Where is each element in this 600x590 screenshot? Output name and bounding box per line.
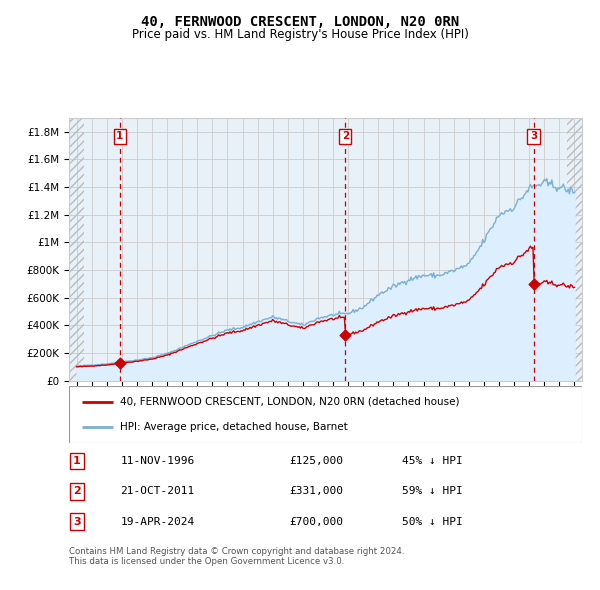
Text: 40, FERNWOOD CRESCENT, LONDON, N20 0RN: 40, FERNWOOD CRESCENT, LONDON, N20 0RN — [141, 15, 459, 29]
Text: 45% ↓ HPI: 45% ↓ HPI — [403, 457, 463, 466]
Point — [340, 330, 350, 339]
Text: £700,000: £700,000 — [290, 517, 344, 526]
Text: 19-APR-2024: 19-APR-2024 — [121, 517, 194, 526]
Text: Contains HM Land Registry data © Crown copyright and database right 2024.
This d: Contains HM Land Registry data © Crown c… — [69, 547, 404, 566]
Text: £331,000: £331,000 — [290, 487, 344, 496]
Text: 1: 1 — [116, 132, 124, 142]
Point — [529, 279, 539, 289]
Text: 3: 3 — [530, 132, 538, 142]
Text: 40, FERNWOOD CRESCENT, LONDON, N20 0RN (detached house): 40, FERNWOOD CRESCENT, LONDON, N20 0RN (… — [121, 396, 460, 407]
Text: 50% ↓ HPI: 50% ↓ HPI — [403, 517, 463, 526]
Text: £125,000: £125,000 — [290, 457, 344, 466]
Text: 2: 2 — [341, 132, 349, 142]
Text: Price paid vs. HM Land Registry's House Price Index (HPI): Price paid vs. HM Land Registry's House … — [131, 28, 469, 41]
Text: 3: 3 — [73, 517, 80, 526]
Point — [115, 359, 125, 368]
Text: 2: 2 — [73, 487, 80, 496]
Text: 59% ↓ HPI: 59% ↓ HPI — [403, 487, 463, 496]
Text: 1: 1 — [73, 457, 80, 466]
Text: 11-NOV-1996: 11-NOV-1996 — [121, 457, 194, 466]
Text: 21-OCT-2011: 21-OCT-2011 — [121, 487, 194, 496]
Text: HPI: Average price, detached house, Barnet: HPI: Average price, detached house, Barn… — [121, 422, 348, 432]
